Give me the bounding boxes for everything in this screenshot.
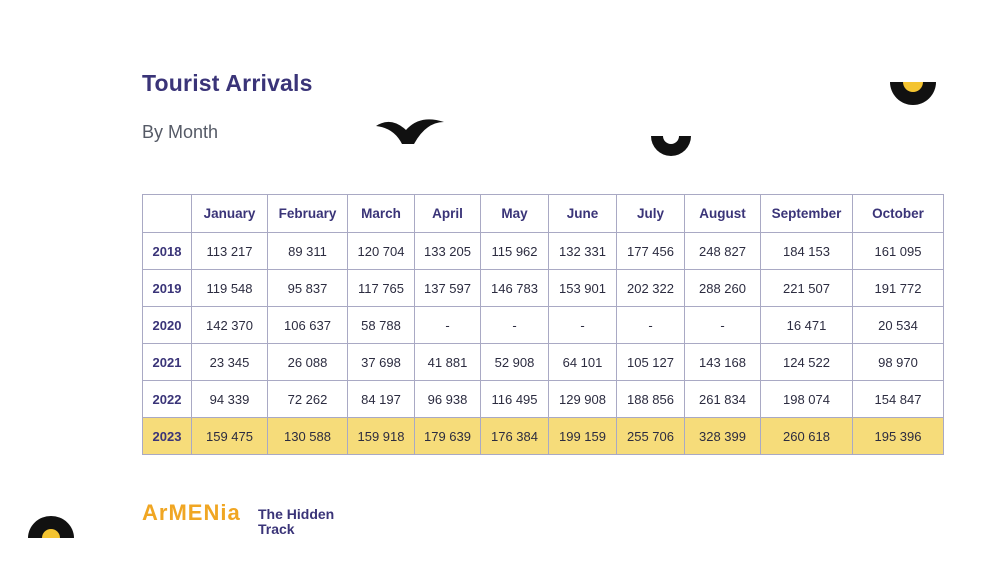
table-cell: 115 962 — [480, 232, 549, 270]
table-cell: 96 938 — [414, 380, 481, 418]
column-header: February — [267, 194, 348, 233]
row-year-label: 2019 — [142, 269, 192, 307]
row-year-label: 2022 — [142, 380, 192, 418]
table-cell: 255 706 — [616, 417, 685, 455]
table-cell: 260 618 — [760, 417, 853, 455]
table-cell: 105 127 — [616, 343, 685, 381]
table-cell: 113 217 — [191, 232, 268, 270]
table-row: 2023 159 475 130 588 159 918 179 639 176 384 1… — [142, 417, 944, 455]
table-cell: 137 597 — [414, 269, 481, 307]
table-cell: - — [684, 306, 761, 344]
dome-shape-icon — [28, 516, 74, 538]
semicircle-shape-icon — [651, 136, 691, 156]
table-cell: 202 322 — [616, 269, 685, 307]
column-header: April — [414, 194, 481, 233]
table-cell: 64 101 — [548, 343, 617, 381]
table-cell: 129 908 — [548, 380, 617, 418]
table-row: 2018 113 217 89 311 120 704 133 205 115 962 13… — [142, 232, 944, 270]
table-cell: 116 495 — [480, 380, 549, 418]
table-cell: 52 908 — [480, 343, 549, 381]
table-cell: 177 456 — [616, 232, 685, 270]
bird-shape-icon — [376, 119, 444, 144]
table-cell: 221 507 — [760, 269, 853, 307]
column-header: August — [684, 194, 761, 233]
armenia-logo: ArMENia — [142, 500, 241, 525]
table-cell: 124 522 — [760, 343, 853, 381]
table-cell: 133 205 — [414, 232, 481, 270]
table-cell: - — [548, 306, 617, 344]
table-cell: 16 471 — [760, 306, 853, 344]
half-ring-shape-icon — [890, 82, 936, 105]
table-cell: 106 637 — [267, 306, 348, 344]
header-corner-cell — [142, 194, 192, 233]
table-cell: 188 856 — [616, 380, 685, 418]
table-cell: 120 704 — [347, 232, 415, 270]
tagline-line-1: The Hidden — [258, 506, 335, 522]
table-cell: 98 970 — [852, 343, 944, 381]
table-cell: 161 095 — [852, 232, 944, 270]
table-cell: 154 847 — [852, 380, 944, 418]
column-header: May — [480, 194, 549, 233]
table-cell: 95 837 — [267, 269, 348, 307]
column-header: October — [852, 194, 944, 233]
table-cell: 58 788 — [347, 306, 415, 344]
table-cell: 261 834 — [684, 380, 761, 418]
table-cell: 23 345 — [191, 343, 268, 381]
column-header: September — [760, 194, 853, 233]
table-cell: 184 153 — [760, 232, 853, 270]
table-cell: 288 260 — [684, 269, 761, 307]
tagline-line-2: Track — [258, 521, 295, 537]
table-cell: - — [616, 306, 685, 344]
table-cell: 142 370 — [191, 306, 268, 344]
table-cell: 191 772 — [852, 269, 944, 307]
table-cell: 159 918 — [347, 417, 415, 455]
row-year-label: 2021 — [142, 343, 192, 381]
brand-tagline: The Hidden Track — [258, 507, 334, 537]
table-cell: 41 881 — [414, 343, 481, 381]
table-cell: 143 168 — [684, 343, 761, 381]
row-year-label: 2018 — [142, 232, 192, 270]
table-cell: 89 311 — [267, 232, 348, 270]
table-cell: 176 384 — [480, 417, 549, 455]
table-cell: 153 901 — [548, 269, 617, 307]
table-cell: 117 765 — [347, 269, 415, 307]
table-cell: 37 698 — [347, 343, 415, 381]
table-cell: 119 548 — [191, 269, 268, 307]
table-header-row: January February March April May June July Augu… — [142, 194, 944, 233]
table-cell: 26 088 — [267, 343, 348, 381]
column-header: March — [347, 194, 415, 233]
table-cell: 199 159 — [548, 417, 617, 455]
table-cell: 248 827 — [684, 232, 761, 270]
tourist-arrivals-table: January February March April May June July Augu… — [142, 194, 944, 455]
page-title: Tourist Arrivals — [142, 70, 313, 96]
column-header: July — [616, 194, 685, 233]
table-cell: 179 639 — [414, 417, 481, 455]
column-header: June — [548, 194, 617, 233]
table-cell: 84 197 — [347, 380, 415, 418]
row-year-label: 2020 — [142, 306, 192, 344]
table-row: 2021 23 345 26 088 37 698 41 881 52 908 64 101… — [142, 343, 944, 381]
table-row: 2022 94 339 72 262 84 197 96 938 116 495 129 9… — [142, 380, 944, 418]
table-cell: 198 074 — [760, 380, 853, 418]
row-year-label: 2023 — [142, 417, 192, 455]
table-row: 2020 142 370 106 637 58 788- - - - -16 471 20 53… — [142, 306, 944, 344]
table-cell: 20 534 — [852, 306, 944, 344]
table-cell: 132 331 — [548, 232, 617, 270]
table-row: 2019 119 548 95 837 117 765 137 597 146 783 15… — [142, 269, 944, 307]
column-header: January — [191, 194, 268, 233]
page-subtitle: By Month — [142, 122, 219, 142]
table-cell: 94 339 — [191, 380, 268, 418]
table-cell: 328 399 — [684, 417, 761, 455]
table-cell: 72 262 — [267, 380, 348, 418]
table-cell: 146 783 — [480, 269, 549, 307]
table-cell: 130 588 — [267, 417, 348, 455]
table-cell: 195 396 — [852, 417, 944, 455]
table-cell: - — [480, 306, 549, 344]
table-cell: - — [414, 306, 481, 344]
table-cell: 159 475 — [191, 417, 268, 455]
